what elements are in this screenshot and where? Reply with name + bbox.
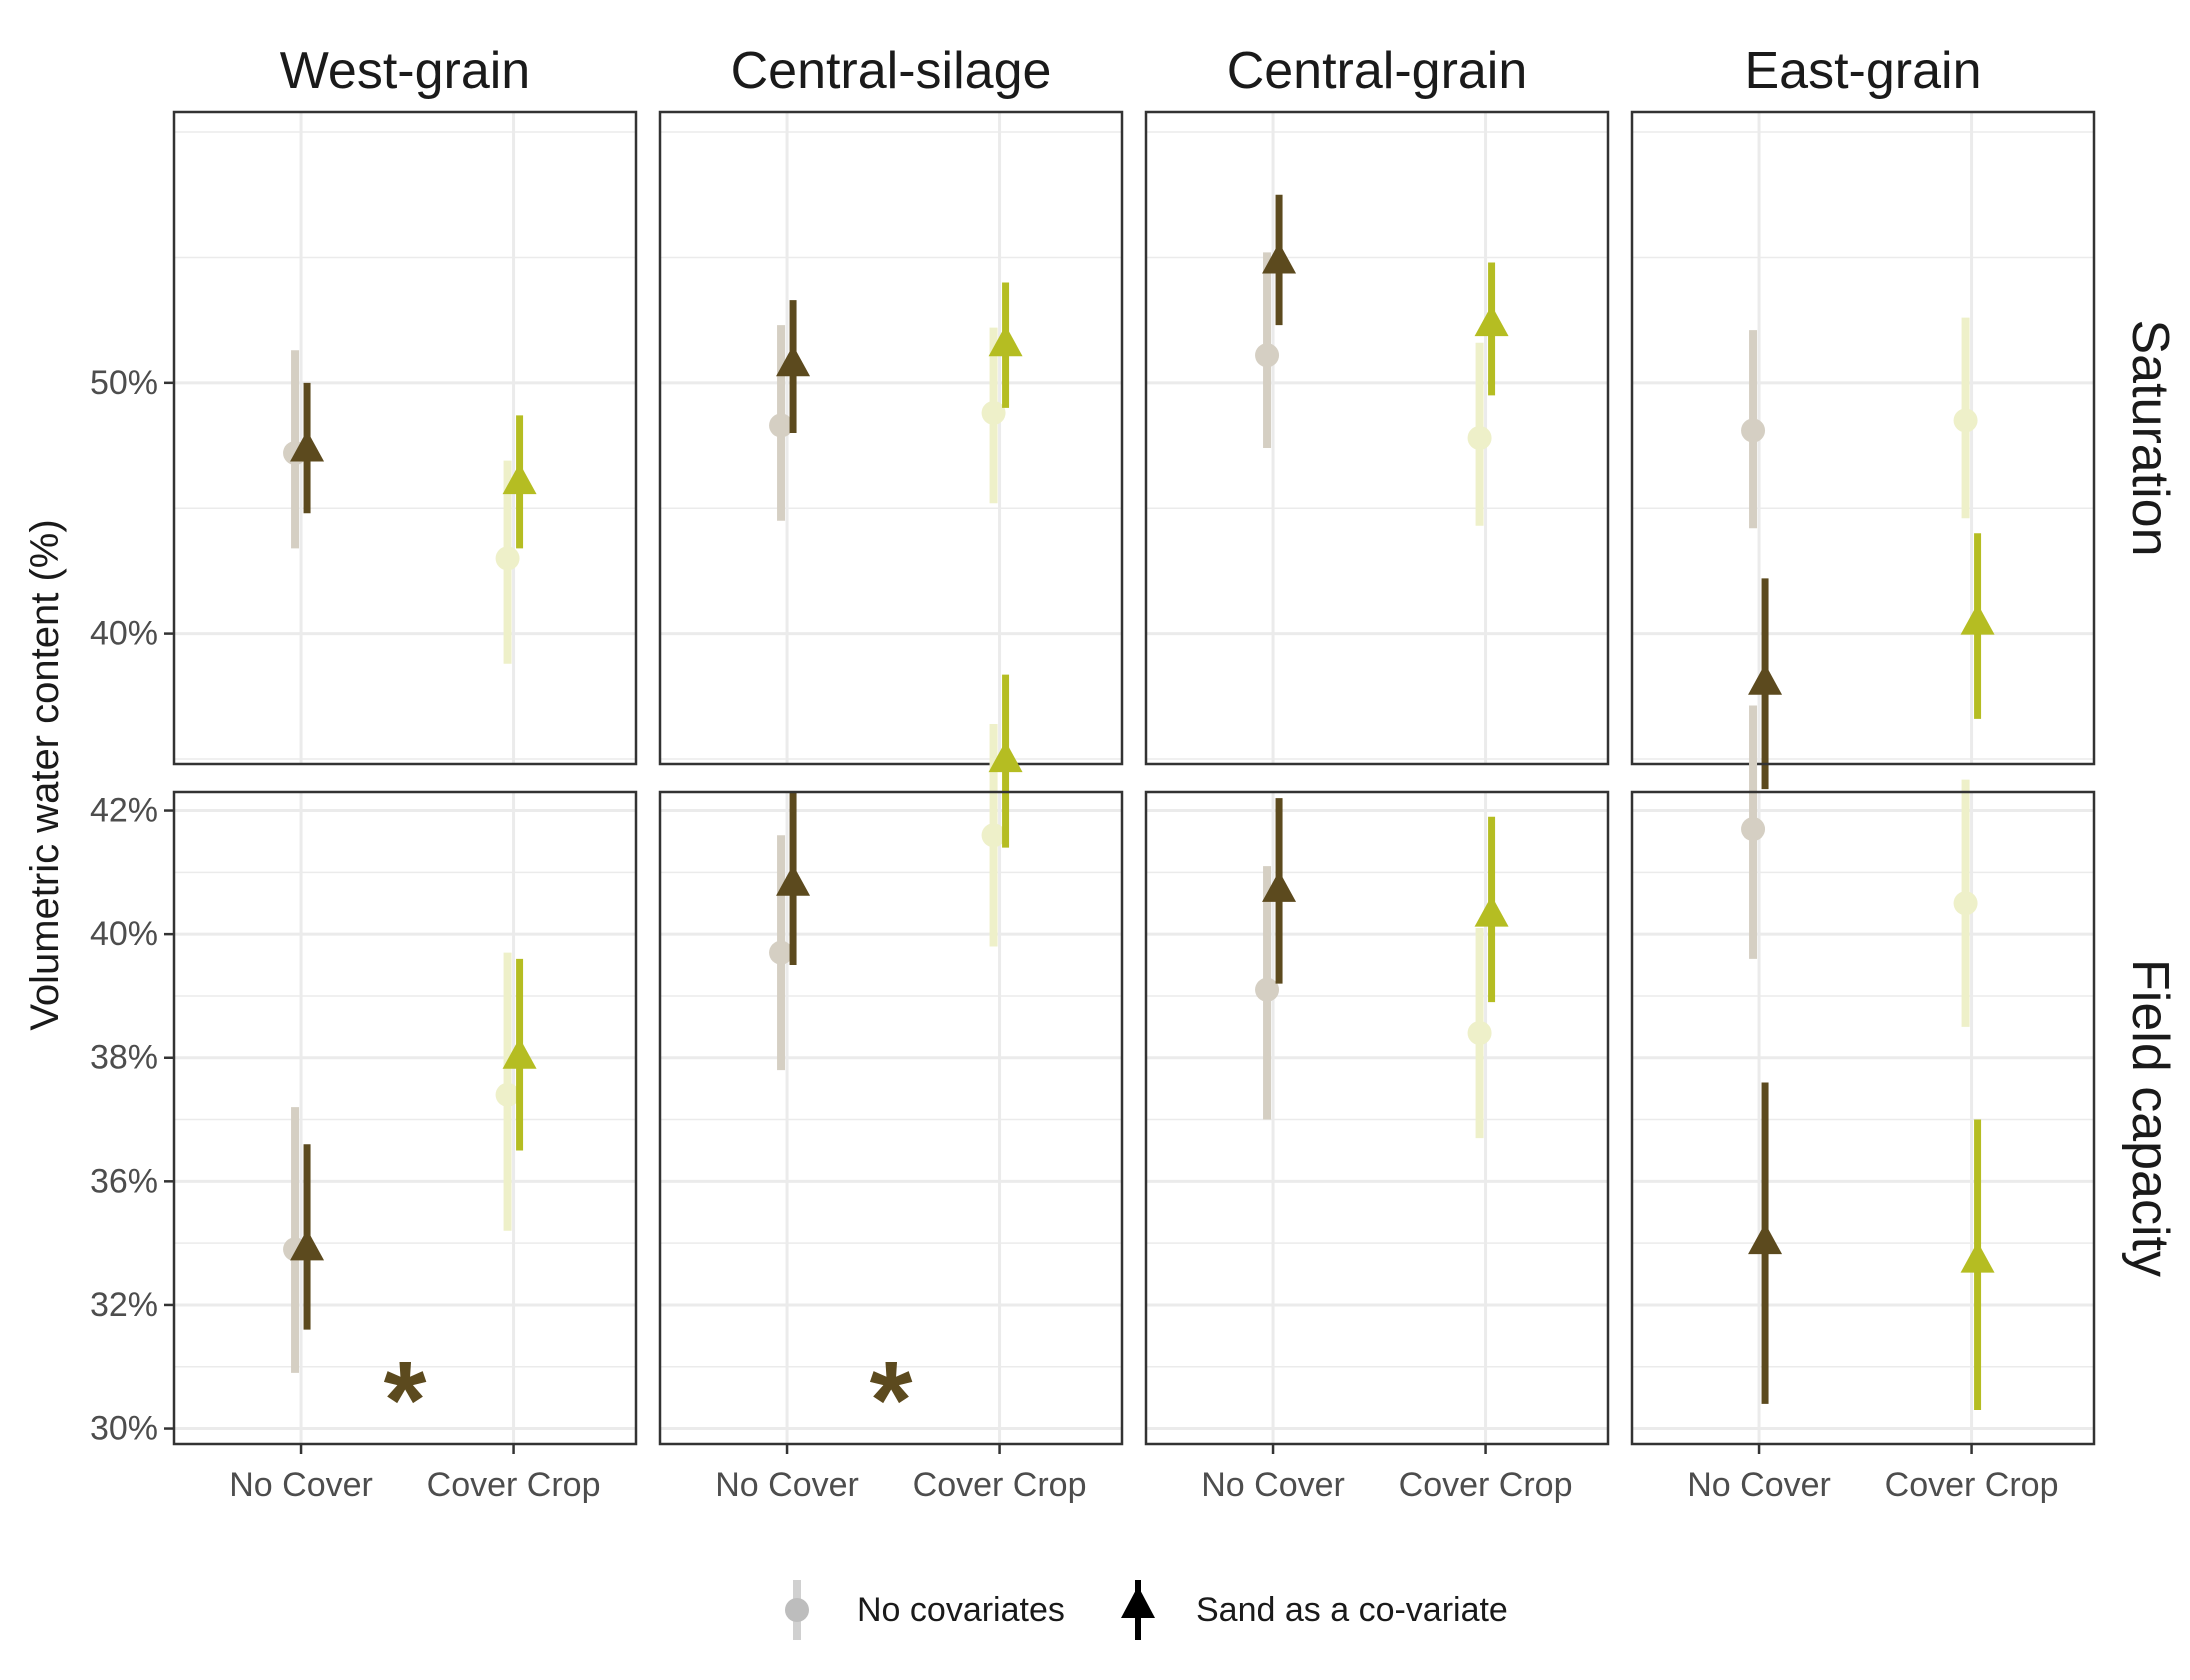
panel-border xyxy=(1144,110,1610,766)
point-circle-cover-crop xyxy=(1467,426,1492,450)
x-tick-label-cover-crop: Cover Crop xyxy=(1885,1466,2059,1504)
point-triangle-no-cover xyxy=(776,345,811,377)
y-tick-label: 36% xyxy=(90,1162,158,1200)
point-circle-cover-crop xyxy=(1953,891,1978,916)
y-tick-label: 32% xyxy=(90,1286,158,1324)
y-axis-title: Volumetric water content (%) xyxy=(23,519,67,1030)
legend: No covariates Sand as a co-variate xyxy=(785,1580,1508,1640)
legend-key-triangle-sand xyxy=(1121,1586,1155,1618)
y-tick-label: 40% xyxy=(90,615,158,653)
panel-border xyxy=(658,790,1124,1446)
legend-label-no-covariates: No covariates xyxy=(857,1591,1065,1629)
y-tick-label: 30% xyxy=(90,1410,158,1448)
legend-label-sand: Sand as a co-variate xyxy=(1196,1591,1508,1629)
point-circle-cover-crop xyxy=(1953,408,1978,433)
x-tick-label-cover-crop: Cover Crop xyxy=(1399,1466,1573,1504)
facet-title-east-grain: East-grain xyxy=(1745,42,1982,100)
point-triangle-cover-crop xyxy=(502,1037,537,1069)
point-triangle-no-cover xyxy=(1748,1223,1783,1255)
panel-border xyxy=(172,790,638,1446)
point-circle-cover-crop xyxy=(495,1082,520,1107)
point-circle-no-cover xyxy=(1741,817,1766,842)
point-circle-cover-crop xyxy=(981,400,1006,425)
facet-row-saturation: Saturation xyxy=(2121,319,2179,556)
point-circle-no-cover xyxy=(1255,343,1280,368)
point-triangle-no-cover xyxy=(776,864,811,896)
y-tick-label: 40% xyxy=(90,915,158,953)
significance-star: * xyxy=(870,1339,913,1462)
x-tick-label-no-cover: No Cover xyxy=(229,1466,373,1504)
point-triangle-cover-crop xyxy=(1960,603,1995,635)
legend-key-circle-no-covariates xyxy=(785,1598,809,1622)
facet-title-central-grain: Central-grain xyxy=(1227,42,1528,100)
panel-border xyxy=(172,110,638,766)
panels-layer: West-grain Central-silage Central-grain Eas… xyxy=(90,42,2179,1504)
point-circle-no-cover xyxy=(769,413,794,438)
point-triangle-no-cover xyxy=(290,1229,325,1261)
panel-border xyxy=(1144,790,1610,1446)
point-circle-no-cover xyxy=(1741,418,1766,443)
point-triangle-cover-crop xyxy=(1474,305,1509,337)
point-circle-cover-crop xyxy=(1467,1021,1492,1046)
point-triangle-cover-crop xyxy=(502,463,537,495)
facet-title-west-grain: West-grain xyxy=(280,42,530,100)
y-tick-label: 42% xyxy=(90,792,158,830)
panel-field-capacity-west-grain: * xyxy=(172,790,638,1462)
point-triangle-no-cover xyxy=(1262,870,1297,902)
panel-field-capacity-central-silage: * xyxy=(658,674,1124,1462)
panel-border xyxy=(658,110,1124,766)
point-circle-cover-crop xyxy=(495,546,520,571)
point-triangle-cover-crop xyxy=(1960,1241,1995,1273)
point-triangle-no-cover xyxy=(1262,242,1297,274)
facet-title-central-silage: Central-silage xyxy=(731,42,1052,100)
x-tick-label-no-cover: No Cover xyxy=(1201,1466,1345,1504)
x-tick-label-cover-crop: Cover Crop xyxy=(913,1466,1087,1504)
point-triangle-no-cover xyxy=(290,430,325,462)
panel-field-capacity-central-grain xyxy=(1144,790,1610,1446)
point-triangle-no-cover xyxy=(1748,663,1783,695)
panel-border xyxy=(1630,790,2096,1446)
point-circle-no-cover xyxy=(769,940,794,965)
y-tick-label: 38% xyxy=(90,1039,158,1077)
x-tick-label-no-cover: No Cover xyxy=(1687,1466,1831,1504)
point-triangle-cover-crop xyxy=(988,741,1023,773)
facet-row-field-capacity: Field capacity xyxy=(2121,959,2179,1277)
point-triangle-cover-crop xyxy=(988,325,1023,357)
panel-border xyxy=(1630,110,2096,766)
point-circle-cover-crop xyxy=(981,823,1006,848)
panel-field-capacity-east-grain xyxy=(1630,705,2096,1446)
y-tick-label: 50% xyxy=(90,364,158,402)
point-triangle-cover-crop xyxy=(1474,895,1509,927)
x-tick-label-cover-crop: Cover Crop xyxy=(427,1466,601,1504)
panel-saturation-west-grain xyxy=(172,110,638,766)
x-tick-label-no-cover: No Cover xyxy=(715,1466,859,1504)
panel-saturation-east-grain xyxy=(1630,110,2096,790)
panel-saturation-central-grain xyxy=(1144,110,1610,766)
significance-star: * xyxy=(384,1339,427,1462)
panel-saturation-central-silage xyxy=(658,110,1124,766)
point-circle-no-cover xyxy=(1255,977,1280,1002)
